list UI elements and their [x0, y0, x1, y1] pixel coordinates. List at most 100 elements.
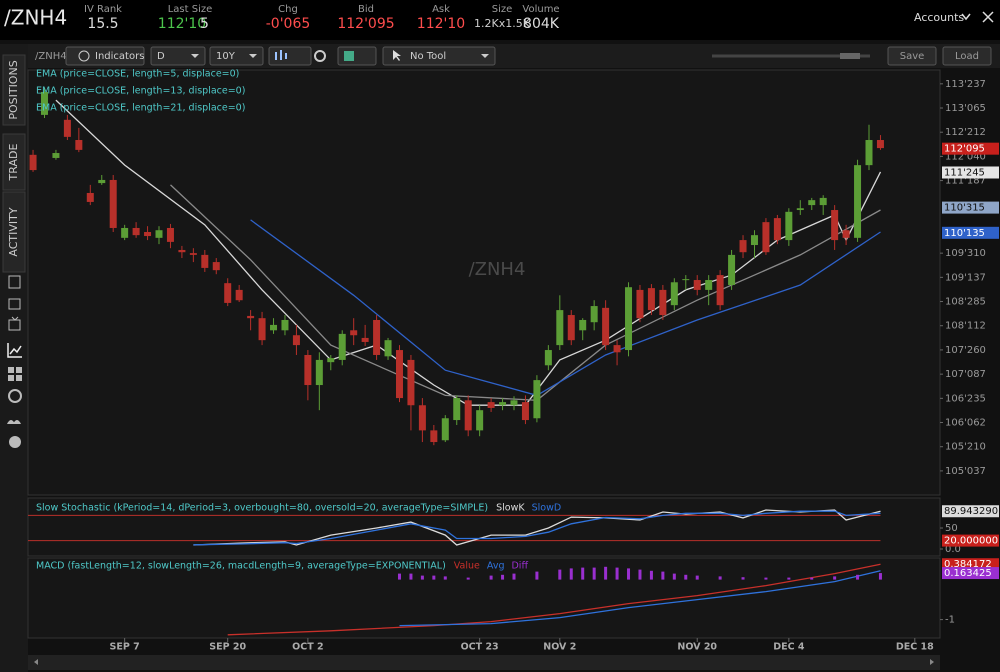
header-symbol[interactable]: /ZNH4	[4, 6, 67, 30]
save-label[interactable]: Save	[900, 51, 925, 62]
sidebar-tab-label[interactable]: ACTIVITY	[7, 207, 20, 256]
y-tick-label: 108'285	[945, 297, 986, 308]
sidebar-icon[interactable]	[7, 343, 22, 358]
field-value: 112'095	[337, 16, 394, 32]
price-marker	[942, 166, 999, 179]
sidebar-tab-label[interactable]: TRADE	[7, 144, 20, 182]
study-title: MACD (fastLength=12, slowLength=26, macd…	[36, 561, 446, 572]
candle-body	[350, 330, 358, 336]
legend-entry: Avg	[487, 561, 505, 572]
field-value: 112'10	[158, 16, 206, 32]
x-tick-label: DEC 4	[773, 642, 805, 653]
load-button[interactable]	[942, 46, 992, 66]
histogram-bar	[592, 567, 596, 580]
candle-body	[52, 153, 60, 158]
settings-gear[interactable]	[314, 50, 326, 62]
sidebar-icon[interactable]	[8, 298, 21, 310]
histogram-bar	[741, 577, 745, 580]
candle-body	[510, 400, 518, 406]
watermark: /ZNH4	[469, 259, 526, 280]
candle-body	[728, 254, 736, 285]
histogram-bar	[695, 575, 699, 580]
candle-body	[831, 210, 839, 241]
style-dropdown[interactable]	[268, 46, 312, 66]
candle-body	[86, 192, 94, 202]
candle-body	[590, 306, 598, 323]
legend-entry: SlowK	[496, 503, 525, 514]
price-marker-label: 0.384172	[944, 559, 992, 570]
candle-body	[796, 208, 804, 211]
histogram-bar	[833, 576, 837, 580]
tool-dropdown[interactable]	[382, 46, 496, 66]
histogram-bar	[501, 574, 505, 580]
candle-body	[716, 275, 724, 306]
aggregation-dropdown[interactable]	[150, 46, 206, 66]
y-tick-label: 108'112	[945, 321, 986, 332]
sidebar-tab-label[interactable]: POSITIONS	[7, 60, 20, 119]
price-marker-label: 112'095	[944, 144, 985, 155]
tool-label[interactable]: No Tool	[410, 51, 446, 62]
price-marker-label: 0.163425	[944, 568, 992, 579]
sidebar-icon[interactable]	[9, 436, 21, 448]
indicator-line	[250, 219, 881, 397]
sidebar-tab[interactable]	[2, 191, 26, 273]
candle-body	[201, 254, 209, 268]
candle-body	[464, 400, 472, 431]
load-label[interactable]: Load	[955, 51, 979, 62]
histogram-bar	[649, 570, 653, 580]
histogram-bar	[420, 575, 424, 580]
y-tick-label: 112'040	[945, 151, 986, 162]
field-qty: 5	[200, 16, 209, 32]
histogram-bar	[810, 577, 814, 580]
candle-body	[693, 280, 701, 290]
legend-entry: Value	[454, 561, 480, 572]
save-button[interactable]	[887, 46, 937, 66]
indicators-label[interactable]: Indicators	[95, 51, 144, 62]
aggregation-label[interactable]: D	[157, 51, 165, 62]
candle-body	[705, 280, 713, 290]
candle-body	[132, 227, 140, 236]
field-label: IV Rank	[84, 4, 122, 15]
histogram-bar	[661, 571, 665, 580]
scrollbar[interactable]	[28, 655, 940, 670]
toolbar-symbol: /ZNH4	[35, 51, 67, 62]
sidebar-icon[interactable]	[8, 275, 21, 289]
sidebar-icon[interactable]	[8, 389, 22, 403]
price-marker	[942, 505, 999, 518]
sidebar-icon[interactable]	[8, 367, 22, 381]
candle-body	[98, 179, 106, 184]
candle-body	[407, 359, 415, 406]
candle-body	[476, 410, 484, 431]
legend-entry: EMA (price=CLOSE, length=5, displace=0)	[36, 69, 239, 80]
stochastic-panel	[27, 497, 941, 557]
candle-body	[739, 240, 747, 253]
accounts-chevron[interactable]	[961, 13, 971, 21]
field-label: Volume	[522, 4, 559, 15]
candle-body	[613, 345, 621, 353]
x-tick-label: OCT 23	[461, 642, 499, 653]
sidebar-tab[interactable]	[2, 133, 26, 191]
zoom-thumb[interactable]	[840, 53, 860, 59]
candle-body	[487, 402, 495, 408]
sidebar-tab[interactable]	[2, 54, 26, 126]
y-tick-label: -1	[945, 615, 955, 626]
candle-body	[521, 402, 529, 421]
range-label[interactable]: 10Y	[216, 51, 236, 62]
candle-body	[270, 324, 278, 331]
indicator-line	[227, 563, 881, 636]
candle-body	[75, 140, 83, 150]
sidebar-icon[interactable]	[8, 316, 21, 331]
field-value: -0'065	[266, 16, 311, 32]
candle-body	[556, 310, 564, 346]
y-tick-label: 106'235	[945, 393, 986, 404]
accounts-menu[interactable]: Accounts	[914, 11, 964, 24]
close-button[interactable]	[982, 11, 994, 23]
field-label: Ask	[432, 4, 450, 15]
candle-body	[384, 340, 392, 357]
candle-body	[258, 318, 266, 341]
layout-dropdown[interactable]	[337, 46, 377, 66]
sidebar-icon[interactable]	[7, 420, 21, 424]
candle-body	[659, 289, 667, 316]
range-dropdown[interactable]	[209, 46, 264, 66]
candle-body	[315, 359, 323, 386]
